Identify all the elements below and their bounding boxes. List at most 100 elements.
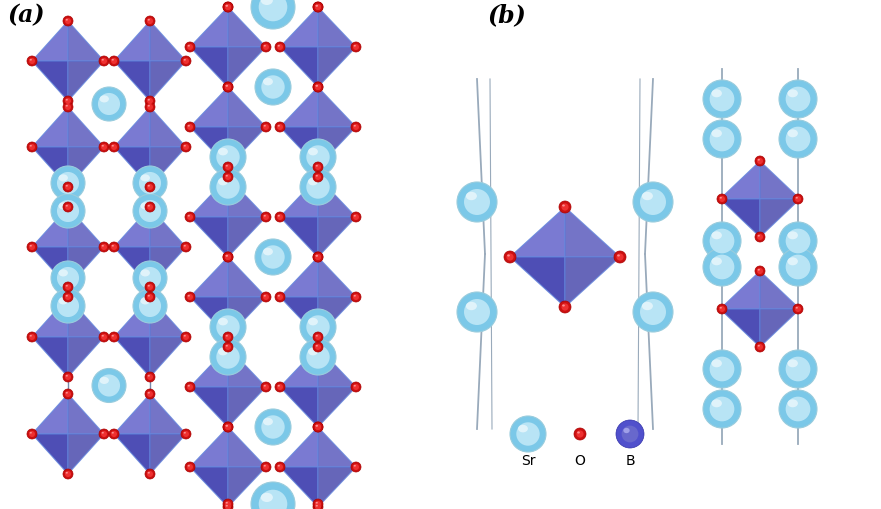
Circle shape (576, 431, 583, 438)
Circle shape (145, 282, 155, 293)
Ellipse shape (624, 428, 630, 433)
Ellipse shape (642, 192, 653, 201)
Circle shape (111, 145, 117, 151)
Circle shape (313, 499, 323, 509)
Circle shape (65, 391, 71, 397)
Circle shape (92, 369, 126, 403)
Polygon shape (32, 108, 68, 148)
Circle shape (225, 175, 231, 181)
Circle shape (617, 254, 624, 261)
Circle shape (313, 3, 323, 13)
Polygon shape (318, 8, 356, 48)
Circle shape (27, 242, 37, 252)
Circle shape (98, 94, 120, 116)
Circle shape (640, 190, 666, 216)
Ellipse shape (263, 248, 273, 256)
Ellipse shape (308, 149, 318, 156)
Circle shape (504, 251, 516, 264)
Ellipse shape (263, 79, 273, 86)
Circle shape (710, 229, 735, 254)
Circle shape (786, 88, 811, 112)
Circle shape (65, 294, 71, 300)
Polygon shape (190, 387, 228, 427)
Circle shape (261, 293, 271, 302)
Circle shape (101, 59, 107, 65)
Circle shape (313, 252, 323, 263)
Circle shape (315, 85, 321, 91)
Circle shape (147, 105, 153, 111)
Ellipse shape (112, 146, 114, 147)
Circle shape (353, 464, 359, 470)
Ellipse shape (148, 20, 150, 21)
Ellipse shape (353, 215, 356, 217)
Circle shape (464, 299, 490, 325)
Ellipse shape (218, 348, 228, 356)
Circle shape (263, 464, 269, 470)
Ellipse shape (261, 493, 273, 502)
Circle shape (92, 88, 126, 122)
Circle shape (263, 384, 269, 390)
Circle shape (795, 196, 801, 203)
Circle shape (315, 5, 321, 11)
Polygon shape (32, 247, 68, 288)
Ellipse shape (226, 165, 228, 167)
Polygon shape (190, 217, 228, 258)
Circle shape (717, 304, 727, 315)
Ellipse shape (30, 245, 32, 247)
Ellipse shape (712, 232, 722, 240)
Ellipse shape (315, 505, 318, 506)
Circle shape (561, 204, 568, 211)
Circle shape (313, 422, 323, 432)
Circle shape (616, 420, 644, 448)
Ellipse shape (263, 215, 266, 217)
Circle shape (225, 165, 231, 171)
Circle shape (183, 59, 189, 65)
Polygon shape (280, 217, 318, 258)
Circle shape (351, 293, 361, 302)
Polygon shape (228, 387, 266, 427)
Ellipse shape (562, 205, 565, 207)
Polygon shape (32, 434, 68, 474)
Polygon shape (32, 62, 68, 102)
Circle shape (559, 202, 571, 214)
Ellipse shape (353, 46, 356, 47)
Polygon shape (720, 200, 760, 238)
Circle shape (145, 389, 155, 399)
Polygon shape (760, 271, 800, 309)
Circle shape (307, 316, 329, 339)
Circle shape (63, 389, 73, 399)
Circle shape (277, 464, 283, 470)
Circle shape (185, 213, 195, 222)
Circle shape (101, 244, 107, 250)
Circle shape (251, 482, 295, 509)
Circle shape (147, 205, 153, 211)
Circle shape (255, 409, 291, 445)
Polygon shape (114, 394, 150, 434)
Polygon shape (114, 108, 150, 148)
Circle shape (181, 242, 191, 252)
Ellipse shape (112, 60, 114, 62)
Circle shape (251, 0, 295, 30)
Ellipse shape (65, 100, 68, 101)
Polygon shape (720, 162, 760, 200)
Ellipse shape (507, 255, 510, 257)
Ellipse shape (466, 192, 477, 201)
Polygon shape (32, 394, 68, 434)
Ellipse shape (263, 126, 266, 127)
Circle shape (225, 334, 231, 341)
Ellipse shape (141, 175, 150, 182)
Circle shape (101, 431, 107, 437)
Polygon shape (68, 108, 104, 148)
Circle shape (217, 316, 240, 339)
Circle shape (779, 248, 817, 287)
Ellipse shape (226, 256, 228, 257)
Circle shape (181, 332, 191, 343)
Circle shape (63, 282, 73, 293)
Circle shape (351, 43, 361, 53)
Circle shape (640, 299, 666, 325)
Circle shape (223, 173, 233, 183)
Circle shape (717, 194, 727, 205)
Polygon shape (190, 48, 228, 88)
Polygon shape (280, 467, 318, 507)
Circle shape (710, 88, 735, 112)
